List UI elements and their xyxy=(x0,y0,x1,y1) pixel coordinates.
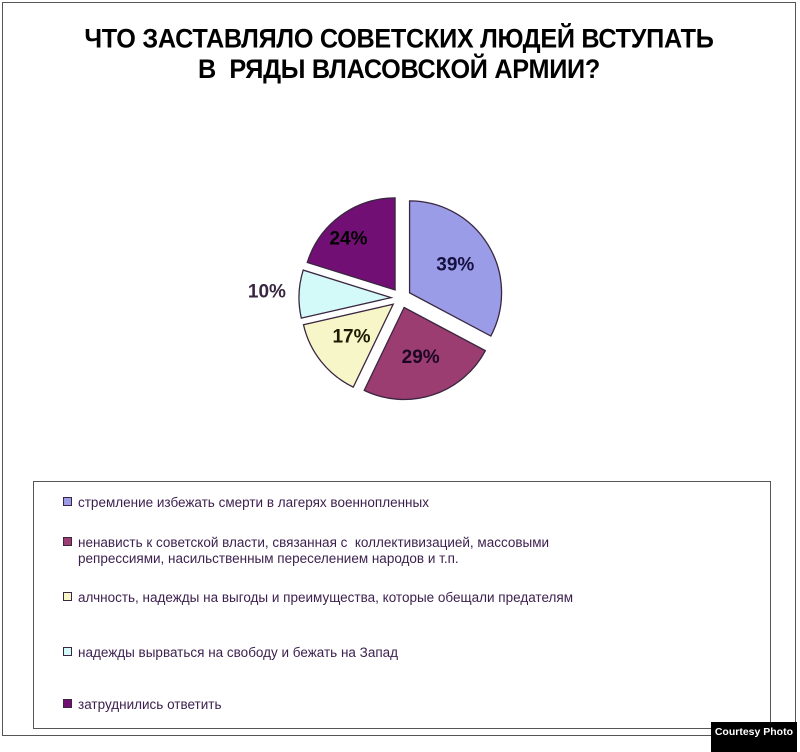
svg-text:24%: 24% xyxy=(329,229,367,250)
svg-text:29%: 29% xyxy=(402,347,440,368)
svg-text:10%: 10% xyxy=(248,282,286,303)
svg-text:17%: 17% xyxy=(332,327,370,348)
svg-text:39%: 39% xyxy=(436,254,474,275)
